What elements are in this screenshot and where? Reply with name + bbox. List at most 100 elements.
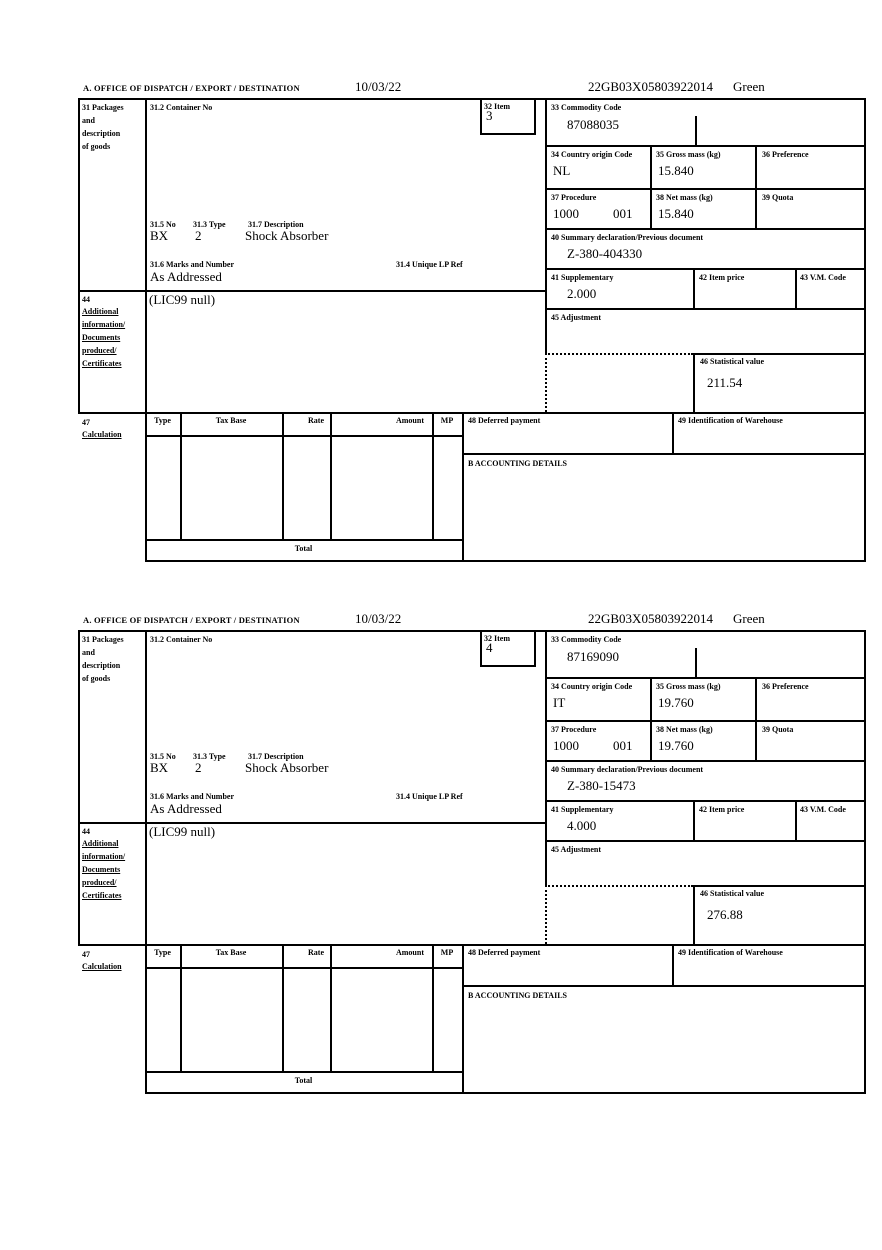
divider-line [693,800,695,840]
divider-line [145,967,464,969]
divider-line [695,648,697,677]
calculation-label: Calculation [82,962,122,971]
divider-line [462,944,464,1092]
calc-mp-header: MP [440,416,454,425]
divider-line [672,944,674,985]
commodity-code-label: 33 Commodity Code [551,103,622,112]
statistical-value-label: 46 Statistical value [700,889,764,898]
net-mass-label: 38 Net mass (kg) [656,193,713,202]
package-type-value: BX [150,228,169,243]
marks-number-label: 31.6 Marks and Number [150,792,235,801]
previous-document-label: 40 Summary declaration/Previous document [551,233,704,242]
box44-number-label: 44 [82,295,90,304]
divider-line [545,268,866,270]
divider-line [672,412,674,453]
calc-type-header: Type [154,948,171,957]
divider-line [330,944,332,1071]
divider-line [78,822,547,824]
additional-info-label: Additional information/ Documents produc… [82,839,126,900]
statistical-value-label: 46 Statistical value [700,357,764,366]
additional-info-value: (LIC99 null) [149,824,216,839]
calc-tax-base-header: Tax Base [215,416,247,425]
divider-line [545,630,547,887]
supplementary-value: 4.000 [567,818,597,833]
divider-line [180,412,182,539]
item-price-label: 42 Item price [699,805,745,814]
unique-lp-ref-label: 31.4 Unique LP Ref [396,792,463,801]
deferred-payment-label: 48 Deferred payment [468,948,541,957]
declaration-item-section-1: A. OFFICE OF DISPATCH / EXPORT / DESTINA… [78,76,866,568]
country-origin-value: IT [553,695,566,710]
calc-amount-header: Amount [395,416,424,425]
previous-document-value: Z-380-404330 [567,246,643,261]
adjustment-label: 45 Adjustment [551,845,602,854]
divider-line [545,353,693,355]
unique-lp-ref-label: 31.4 Unique LP Ref [396,260,463,269]
net-mass-label: 38 Net mass (kg) [656,725,713,734]
divider-line [650,677,652,760]
net-mass-value: 15.840 [658,206,694,221]
quota-label: 39 Quota [762,725,794,734]
divider-line [795,800,797,840]
supplementary-value: 2.000 [567,286,597,301]
package-type-label: 31.3 Type [193,220,226,229]
package-type-label: 31.3 Type [193,752,226,761]
procedure-value: 1000 [553,738,579,753]
country-origin-value: NL [553,163,571,178]
calc-rate-header: Rate [308,416,324,425]
package-no-label: 31.5 No [150,752,176,761]
divider-line [545,308,866,310]
divider-line [545,885,693,887]
description-label: 31.7 Description [248,220,304,229]
divider-line [795,268,797,308]
divider-line [462,985,866,987]
commodity-code-label: 33 Commodity Code [551,635,622,644]
divider-line [180,944,182,1071]
accounting-details-label: B ACCOUNTING DETAILS [468,991,567,1000]
adjustment-label: 45 Adjustment [551,313,602,322]
quota-label: 39 Quota [762,193,794,202]
commodity-code-value: 87169090 [567,649,619,664]
divider-line [534,630,536,667]
divider-line [462,453,866,455]
divider-line [145,539,464,541]
divider-line [145,1071,464,1073]
divider-line [480,133,536,135]
divider-line [545,188,866,190]
warehouse-id-label: 49 Identification of Warehouse [678,416,783,425]
item-label: 32 Item [484,102,510,111]
gross-mass-value: 19.760 [658,695,694,710]
country-origin-label: 34 Country origin Code [551,150,633,159]
calc-mp-header: MP [440,948,454,957]
divider-line [145,435,464,437]
box47-number-label: 47 [82,418,90,427]
divider-line [545,885,547,944]
declaration-item-section-2: A. OFFICE OF DISPATCH / EXPORT / DESTINA… [78,608,866,1100]
marks-value: As Addressed [150,269,222,284]
declaration-reference: 22GB03X05803922014 [588,611,713,626]
divider-line [755,677,757,760]
divider-line [78,290,547,292]
divider-line [693,885,695,944]
gross-mass-label: 35 Gross mass (kg) [656,150,721,159]
divider-line [78,98,80,414]
divider-line [330,412,332,539]
divider-line [145,98,147,560]
divider-line [545,800,866,802]
package-count-value: 2 [195,760,202,775]
box44-number-label: 44 [82,827,90,836]
divider-line [545,228,866,230]
gross-mass-value: 15.840 [658,163,694,178]
package-no-label: 31.5 No [150,220,176,229]
description-label: 31.7 Description [248,752,304,761]
statistical-value: 211.54 [707,375,743,390]
declaration-reference: 22GB03X05803922014 [588,79,713,94]
calc-total-label: Total [294,544,313,553]
deferred-payment-label: 48 Deferred payment [468,416,541,425]
divider-line [480,630,482,665]
divider-line [78,630,866,632]
divider-line [432,944,434,1071]
container-no-label: 31.2 Container No [150,635,213,644]
calc-rate-header: Rate [308,948,324,957]
